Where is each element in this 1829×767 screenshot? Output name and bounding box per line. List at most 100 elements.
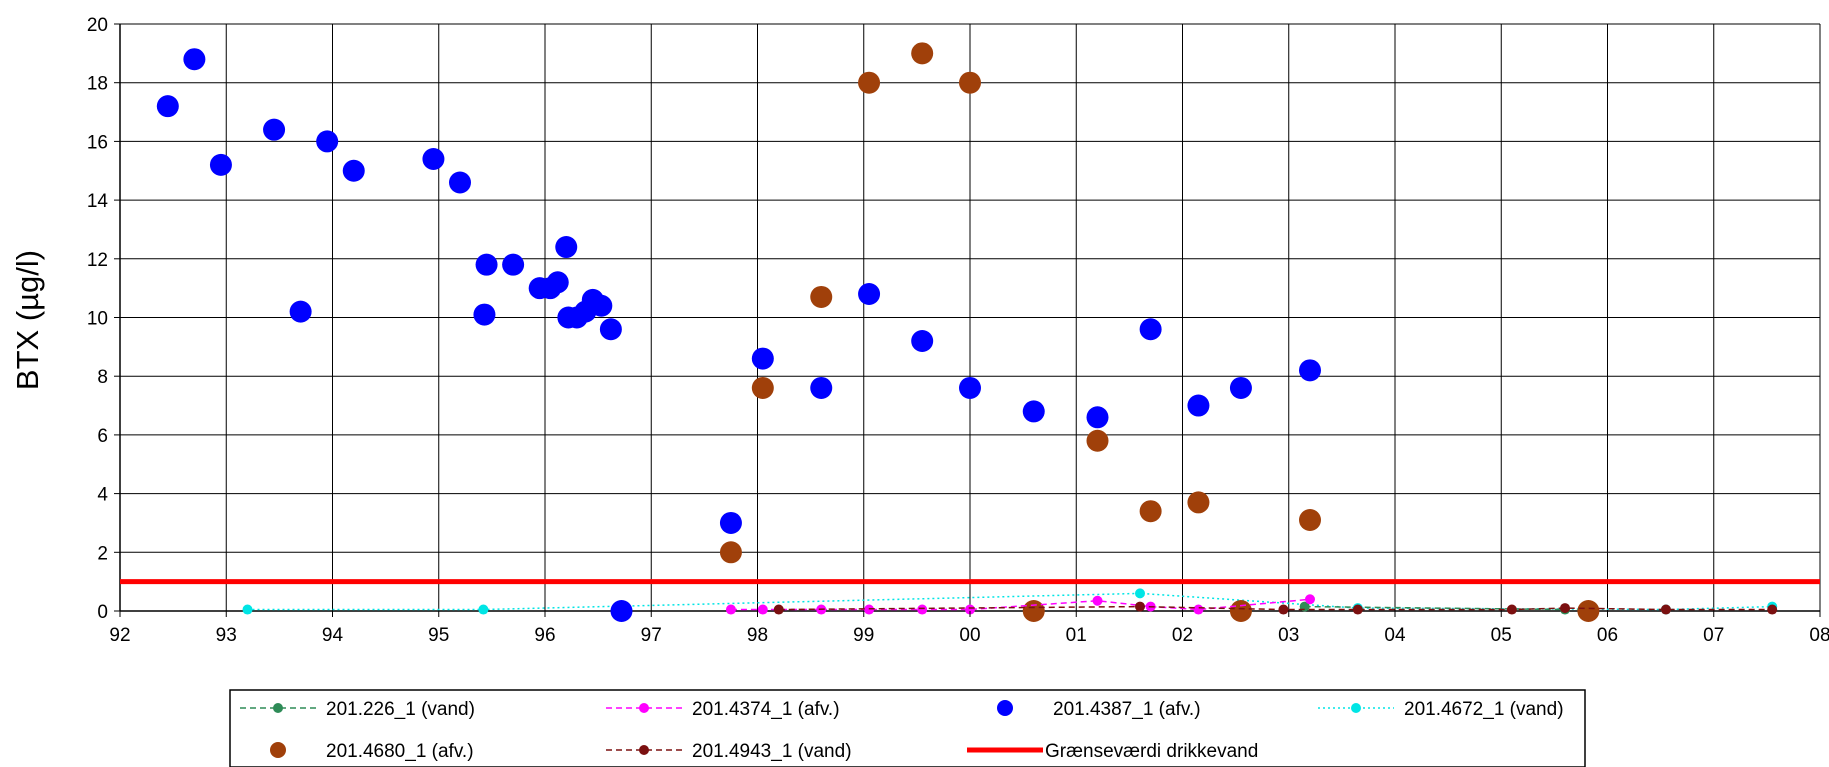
y-axis-label: BTX (µg/l)	[10, 250, 45, 390]
data-point	[1135, 601, 1145, 612]
grid	[119, 23, 1821, 612]
legend-marker	[270, 742, 286, 758]
y-tick-label: 16	[87, 132, 108, 153]
legend-label: 201.226_1 (vand)	[326, 699, 475, 720]
legend-marker	[639, 745, 649, 755]
data-point	[289, 300, 312, 323]
x-tick-label: 08	[1809, 625, 1829, 646]
data-point	[1139, 500, 1162, 523]
x-tick-label: 99	[853, 625, 874, 646]
data-point	[183, 48, 206, 71]
x-tick-label: 04	[1384, 625, 1406, 646]
data-point	[555, 236, 578, 259]
data-point	[1767, 604, 1778, 615]
data-point	[757, 604, 768, 615]
legend-item: 201.4943_1 (vand)	[606, 741, 852, 762]
data-point	[1506, 604, 1517, 615]
data-point	[342, 159, 365, 182]
legend-marker	[997, 700, 1013, 716]
data-point	[719, 541, 742, 564]
data-point	[1022, 400, 1045, 423]
legend-marker	[1351, 703, 1361, 713]
x-tick-label: 03	[1278, 625, 1299, 646]
series-201-4387-1-afv	[156, 48, 1321, 622]
legend-marker	[273, 703, 283, 713]
legend-label: 201.4374_1 (afv.)	[692, 699, 840, 720]
y-tick-label: 6	[97, 426, 108, 447]
x-tick-label: 95	[428, 625, 449, 646]
plot-area	[119, 23, 1821, 622]
x-tick-label: 93	[216, 625, 237, 646]
y-tick-label: 10	[87, 309, 108, 330]
data-point	[263, 118, 286, 141]
x-tick-label: 02	[1172, 625, 1193, 646]
data-point	[1577, 600, 1600, 622]
data-point	[1086, 406, 1109, 429]
legend: 201.226_1 (vand) 201.4374_1 (afv.) 201.438…	[229, 689, 1586, 767]
y-tick-label: 4	[97, 485, 108, 506]
x-tick-label: 05	[1491, 625, 1512, 646]
y-tick-labels: 0 2 4 6 8 10 12 14 16 18 20	[87, 15, 120, 623]
data-point	[209, 153, 232, 176]
data-point	[1560, 603, 1570, 614]
data-point	[478, 604, 489, 615]
x-tick-label: 07	[1703, 625, 1724, 646]
legend-label: 201.4387_1 (afv.)	[1053, 699, 1201, 720]
data-point	[1139, 318, 1162, 341]
data-point	[590, 294, 613, 317]
data-point	[1660, 604, 1671, 615]
legend-item: Grænseværdi drikkevand	[967, 741, 1258, 762]
legend-label: 201.4680_1 (afv.)	[326, 741, 474, 762]
y-tick-label: 12	[87, 250, 108, 271]
x-tick-label: 98	[747, 625, 768, 646]
x-tick-label: 97	[641, 625, 662, 646]
y-tick-label: 0	[97, 602, 108, 623]
series-line	[778, 605, 1773, 611]
x-tick-label: 96	[534, 625, 555, 646]
data-point	[810, 285, 833, 308]
data-point	[156, 95, 179, 118]
x-tick-label: 00	[959, 625, 980, 646]
data-point	[1092, 595, 1103, 606]
data-point	[751, 347, 774, 370]
x-tick-labels: 92 93 94 95 96 97 98 99 00 01 02 03 04 05 06 07 08	[109, 611, 1829, 646]
data-point	[449, 171, 471, 194]
legend-marker	[639, 703, 649, 713]
data-point	[1193, 604, 1204, 615]
data-point	[422, 148, 445, 171]
data-point	[917, 604, 928, 615]
x-tick-label: 01	[1066, 625, 1087, 646]
data-point	[546, 271, 569, 294]
data-point	[599, 318, 622, 341]
y-tick-label: 8	[97, 367, 108, 388]
data-point	[965, 604, 975, 615]
data-point	[858, 283, 881, 306]
x-tick-label: 06	[1597, 625, 1618, 646]
legend-label: 201.4943_1 (vand)	[692, 741, 852, 762]
data-point	[1187, 394, 1210, 417]
data-point	[242, 604, 253, 615]
series-line	[1304, 605, 1566, 611]
data-point	[1135, 588, 1145, 599]
data-point	[610, 600, 633, 622]
legend-label: Grænseværdi drikkevand	[1045, 741, 1258, 762]
data-point	[810, 376, 833, 399]
x-tick-label: 92	[109, 625, 130, 646]
data-point	[1086, 429, 1109, 452]
data-point	[1022, 600, 1045, 622]
legend-item: 201.226_1 (vand)	[240, 699, 475, 720]
legend-box	[229, 689, 1586, 767]
data-point	[751, 376, 774, 399]
data-point	[475, 253, 498, 276]
legend-item: 201.4672_1 (vand)	[1318, 699, 1564, 720]
data-point	[1305, 594, 1315, 605]
legend-item: 201.4374_1 (afv.)	[606, 699, 840, 720]
legend-label: 201.4672_1 (vand)	[1404, 699, 1564, 720]
data-point	[1229, 376, 1252, 399]
series-201-4943-1-vand	[773, 601, 1778, 615]
data-point	[1187, 491, 1210, 514]
y-tick-label: 14	[87, 191, 109, 212]
data-point	[959, 376, 981, 399]
x-tick-label: 94	[322, 625, 344, 646]
